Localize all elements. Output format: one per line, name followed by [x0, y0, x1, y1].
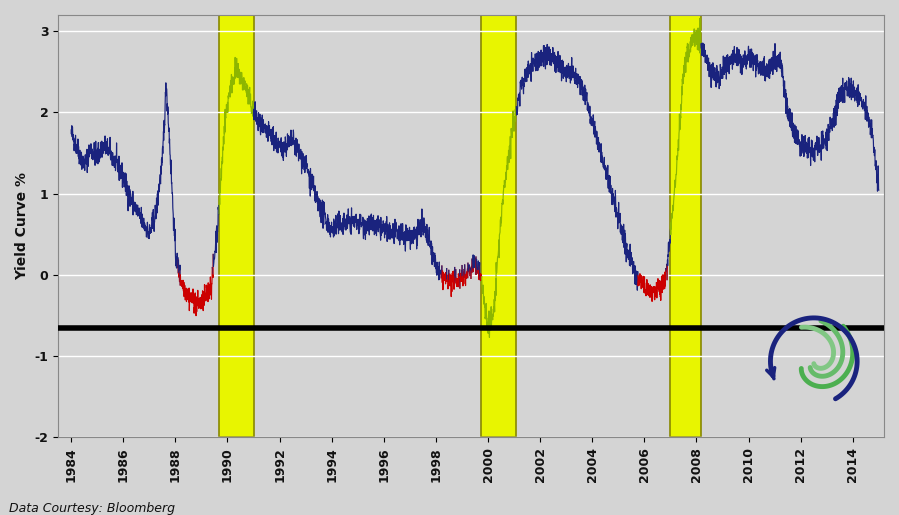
Bar [482, 15, 516, 437]
Y-axis label: Yield Curve %: Yield Curve % [15, 172, 29, 280]
Bar [218, 15, 254, 437]
Text: Data Courtesy: Bloomberg: Data Courtesy: Bloomberg [9, 503, 175, 515]
Bar [671, 15, 701, 437]
